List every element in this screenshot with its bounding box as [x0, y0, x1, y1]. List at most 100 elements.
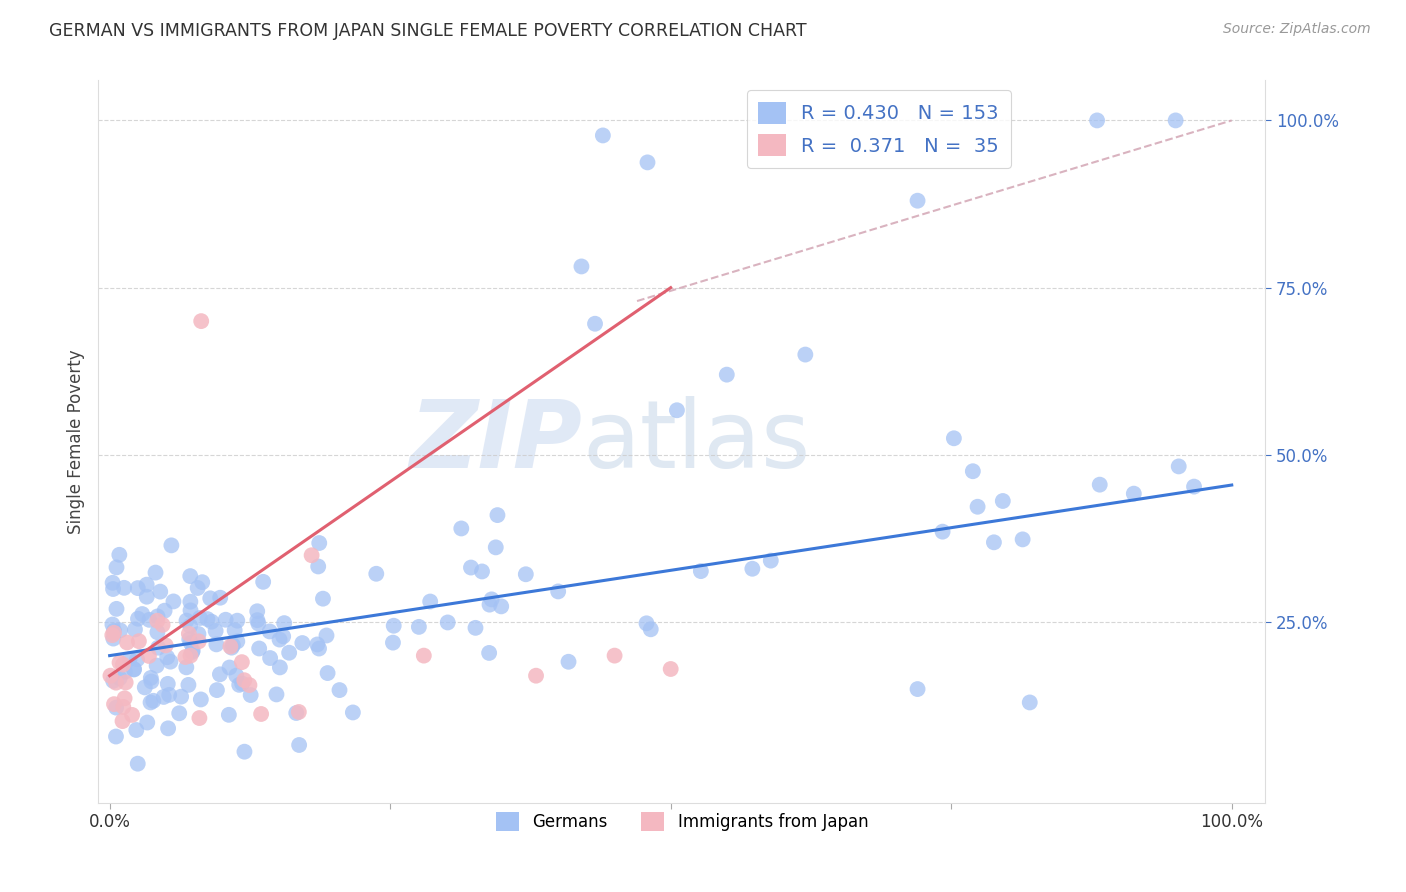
Point: [603, 648, 626, 663]
Point: [636, 616, 658, 631]
Point: [226, 614, 249, 628]
Point: [146, 640, 169, 655]
Point: [966, 500, 988, 514]
Point: [219, 640, 242, 654]
Point: [152, 690, 174, 704]
Point: [307, 637, 329, 651]
Point: [141, 674, 163, 689]
Point: [205, 637, 228, 651]
Point: [412, 648, 434, 663]
Y-axis label: Single Female Poverty: Single Female Poverty: [67, 350, 86, 533]
Point: [436, 615, 458, 630]
Point: [328, 683, 350, 698]
Point: [179, 632, 201, 647]
Point: [592, 128, 614, 143]
Point: [180, 636, 202, 650]
Point: [571, 260, 593, 274]
Point: [101, 575, 124, 590]
Point: [308, 641, 330, 656]
Point: [269, 632, 291, 647]
Point: [460, 560, 482, 574]
Point: [103, 697, 125, 711]
Point: [228, 678, 250, 692]
Point: [152, 618, 174, 632]
Point: [481, 592, 503, 607]
Point: [103, 632, 125, 646]
Point: [155, 639, 177, 653]
Point: [640, 622, 662, 636]
Point: [224, 624, 246, 638]
Point: [515, 567, 537, 582]
Point: [583, 317, 606, 331]
Point: [179, 619, 201, 633]
Point: [316, 666, 339, 681]
Text: GERMAN VS IMMIGRANTS FROM JAPAN SINGLE FEMALE POVERTY CORRELATION CHART: GERMAN VS IMMIGRANTS FROM JAPAN SINGLE F…: [49, 22, 807, 40]
Point: [259, 624, 281, 639]
Point: [291, 636, 314, 650]
Point: [146, 614, 169, 628]
Point: [124, 623, 146, 637]
Point: [103, 624, 125, 638]
Point: [177, 678, 200, 692]
Point: [200, 615, 222, 629]
Point: [135, 577, 157, 591]
Point: [101, 617, 124, 632]
Point: [187, 627, 209, 641]
Point: [716, 368, 738, 382]
Point: [301, 548, 323, 563]
Point: [127, 612, 149, 626]
Point: [1085, 113, 1108, 128]
Point: [176, 614, 198, 628]
Point: [108, 656, 131, 670]
Point: [204, 624, 226, 638]
Point: [238, 678, 260, 692]
Point: [209, 591, 232, 605]
Point: [794, 348, 817, 362]
Point: [156, 677, 179, 691]
Point: [139, 695, 162, 709]
Point: [250, 706, 273, 721]
Point: [1011, 533, 1033, 547]
Point: [278, 646, 301, 660]
Point: [471, 565, 494, 579]
Point: [114, 665, 136, 679]
Point: [246, 613, 269, 627]
Point: [100, 669, 122, 683]
Point: [689, 564, 711, 578]
Point: [104, 730, 127, 744]
Point: [101, 673, 124, 688]
Point: [1088, 477, 1111, 491]
Point: [187, 634, 209, 648]
Point: [174, 650, 197, 665]
Point: [222, 638, 245, 652]
Point: [221, 640, 243, 655]
Text: ZIP: ZIP: [409, 395, 582, 488]
Point: [637, 155, 659, 169]
Point: [108, 548, 131, 562]
Point: [160, 538, 183, 552]
Point: [156, 650, 179, 665]
Point: [269, 660, 291, 674]
Point: [991, 494, 1014, 508]
Point: [176, 660, 198, 674]
Point: [1182, 480, 1205, 494]
Point: [170, 690, 193, 704]
Point: [247, 641, 270, 656]
Point: [162, 594, 184, 608]
Point: [188, 611, 211, 625]
Point: [759, 553, 782, 567]
Point: [153, 604, 176, 618]
Point: [226, 634, 249, 648]
Point: [450, 521, 472, 535]
Point: [200, 591, 222, 606]
Point: [127, 581, 149, 595]
Point: [122, 662, 145, 676]
Point: [247, 616, 270, 631]
Point: [489, 599, 512, 614]
Point: [366, 566, 388, 581]
Point: [741, 562, 763, 576]
Point: [215, 613, 238, 627]
Point: [218, 660, 240, 674]
Point: [125, 723, 148, 737]
Point: [187, 581, 209, 595]
